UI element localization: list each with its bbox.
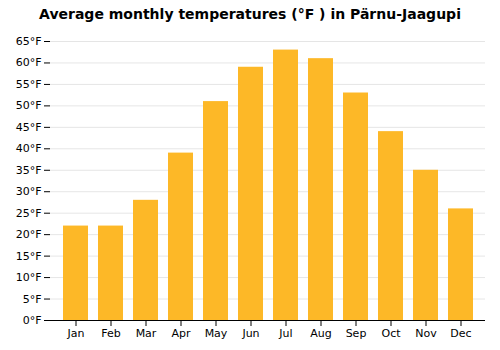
svg-text:Feb: Feb: [101, 327, 120, 340]
svg-text:20°F: 20°F: [16, 228, 42, 241]
svg-text:Oct: Oct: [381, 327, 401, 340]
svg-text:25°F: 25°F: [16, 207, 42, 220]
svg-text:15°F: 15°F: [16, 250, 42, 263]
svg-text:55°F: 55°F: [16, 78, 42, 91]
svg-text:50°F: 50°F: [16, 99, 42, 112]
svg-text:Nov: Nov: [415, 327, 437, 340]
svg-text:Sep: Sep: [346, 327, 367, 340]
html-text:Average monthly temperatures (: Average monthly temperatures (°F ) in Pä…: [39, 6, 461, 22]
svg-text:Aug: Aug: [310, 327, 331, 340]
svg-text:Mar: Mar: [136, 327, 157, 340]
svg-text:65°F: 65°F: [16, 35, 42, 48]
svg-text:Apr: Apr: [171, 327, 191, 340]
svg-text:10°F: 10°F: [16, 271, 42, 284]
svg-text:May: May: [205, 327, 228, 340]
svg-text:Dec: Dec: [450, 327, 471, 340]
svg-text:40°F: 40°F: [16, 142, 42, 155]
svg-text:60°F: 60°F: [16, 56, 42, 69]
svg-text:Jun: Jun: [241, 327, 259, 340]
svg-text:30°F: 30°F: [16, 185, 42, 198]
svg-text:0°F: 0°F: [23, 314, 42, 327]
svg-text:45°F: 45°F: [16, 121, 42, 134]
svg-text:Jan: Jan: [67, 327, 85, 340]
svg-text:5°F: 5°F: [23, 293, 42, 306]
svg-text:35°F: 35°F: [16, 164, 42, 177]
svg-text:Jul: Jul: [278, 327, 292, 340]
